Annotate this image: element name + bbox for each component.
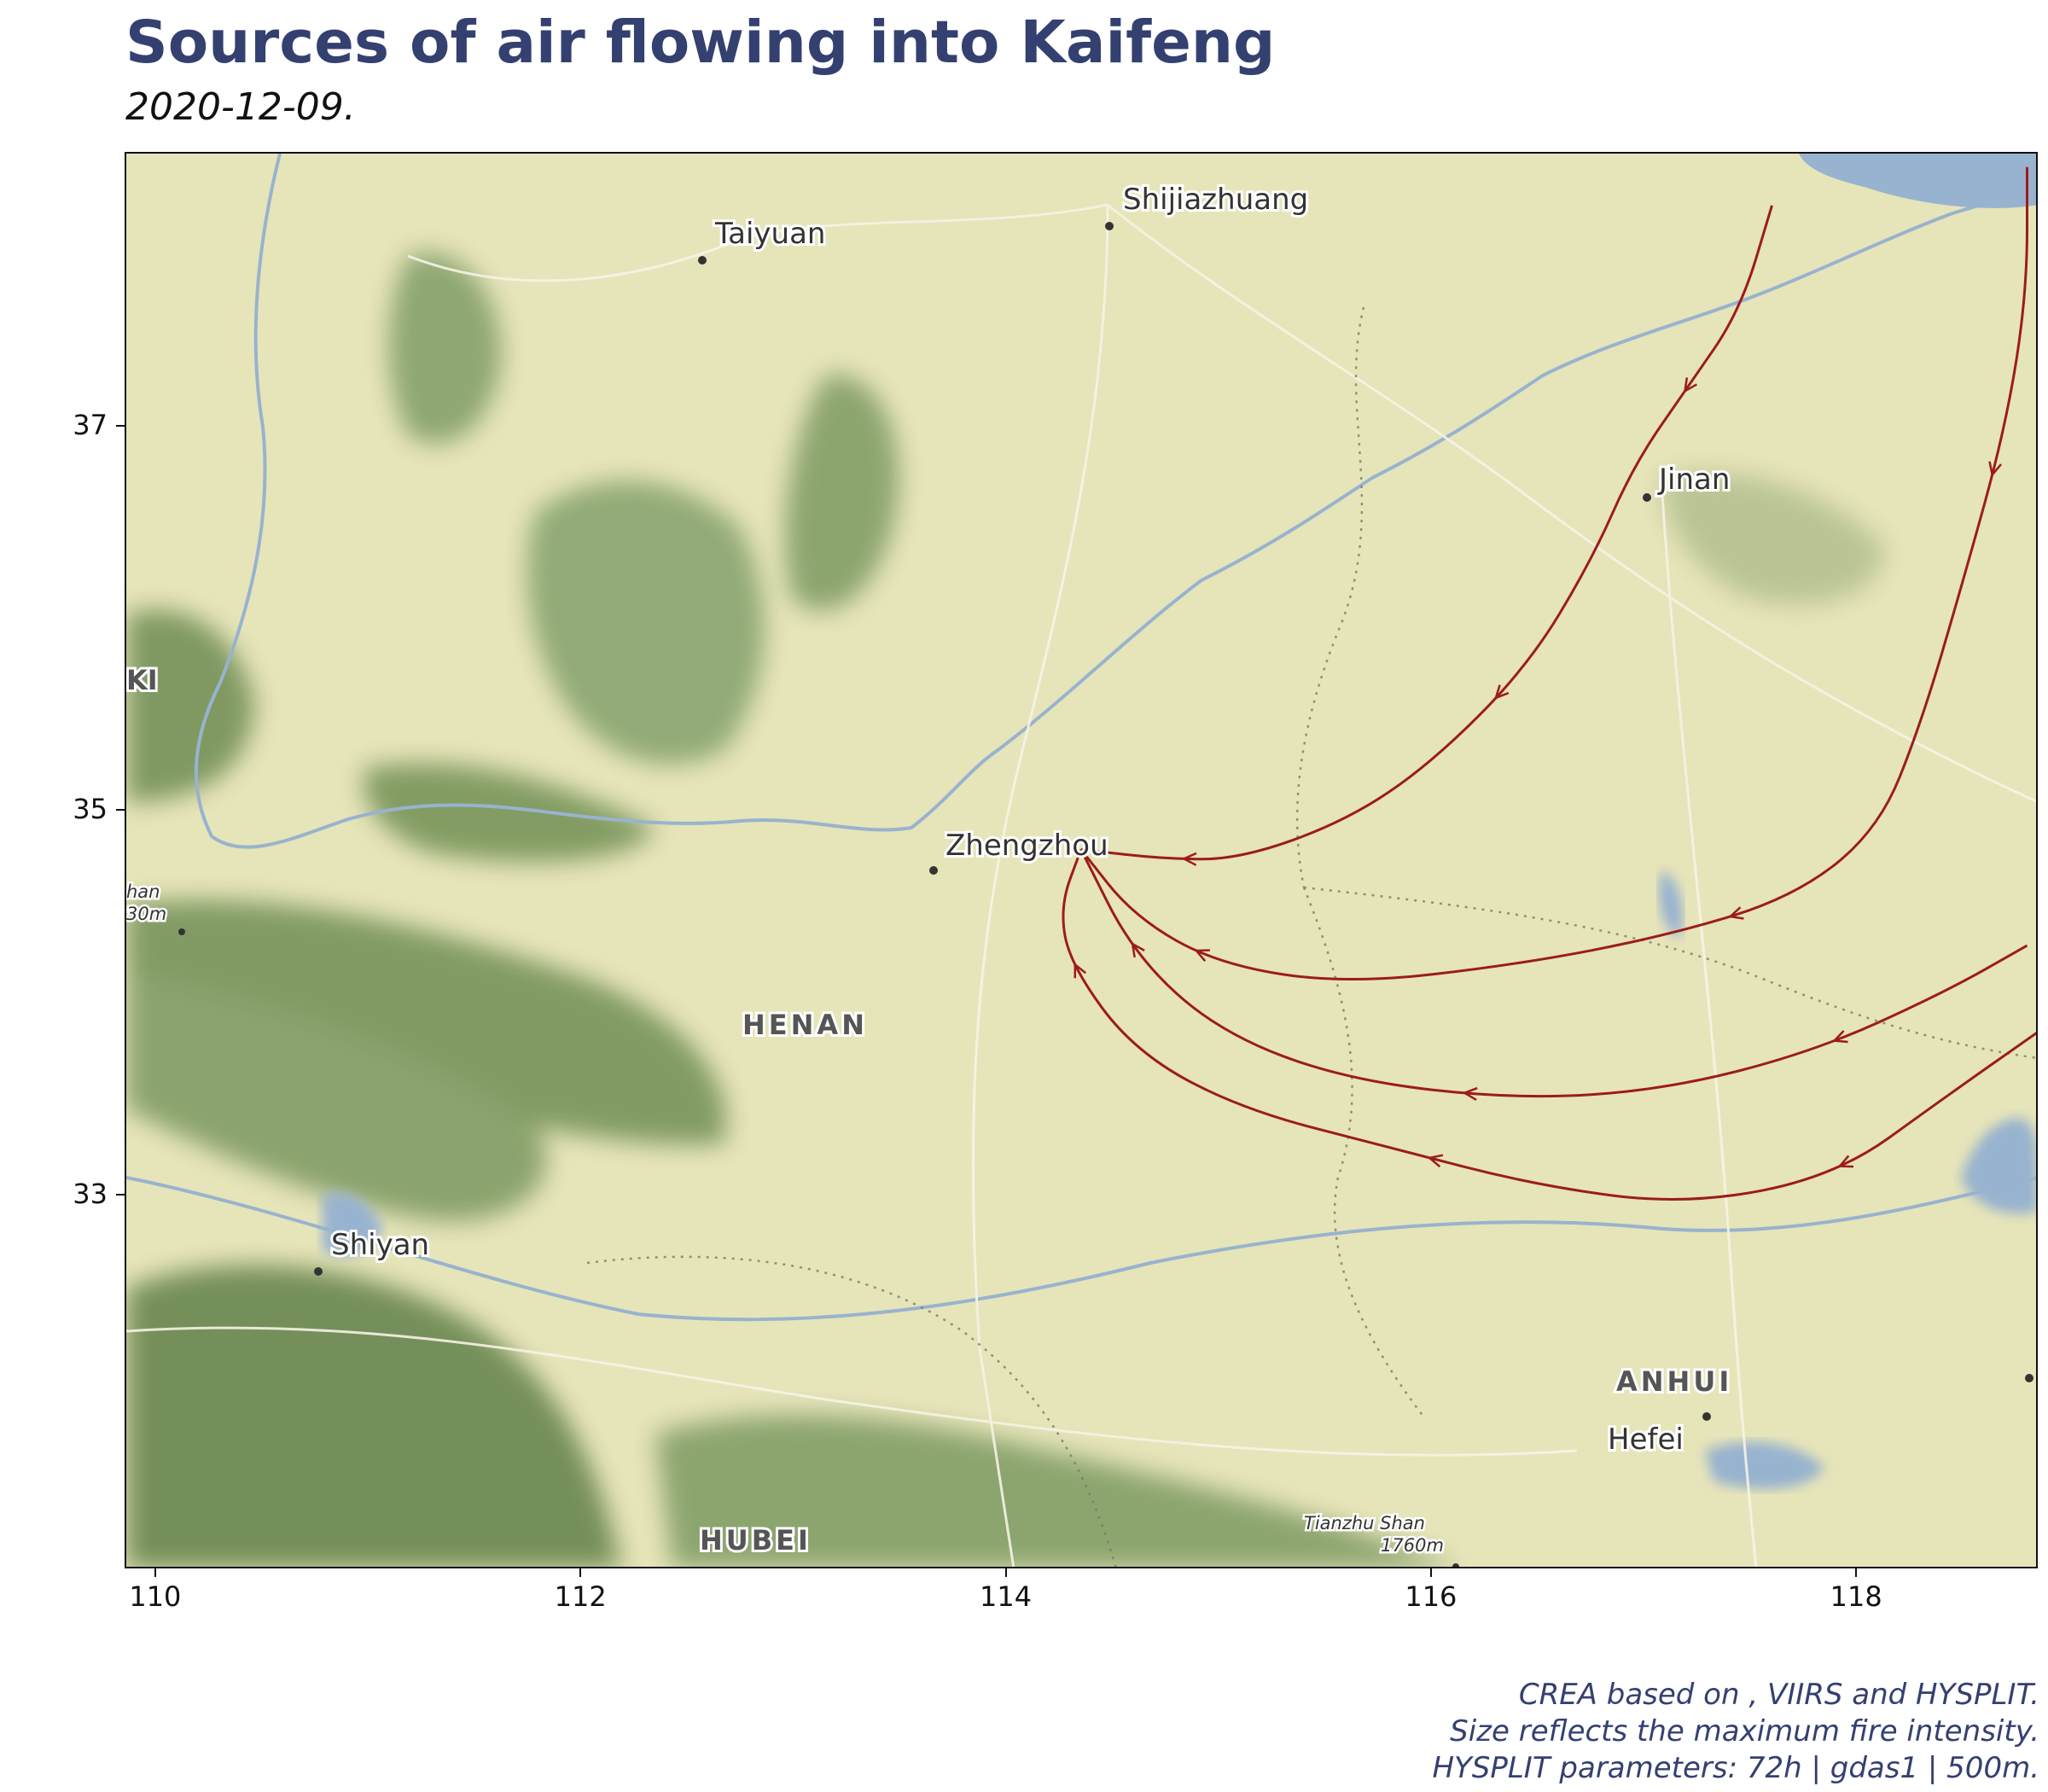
huai-river xyxy=(126,1176,2036,1322)
peak-label-elevation: 1760m xyxy=(1381,1535,1444,1556)
y-tick-label: 33 xyxy=(73,1177,108,1210)
trajectory-line-3 xyxy=(1079,848,2028,1098)
road-c xyxy=(1107,203,2036,803)
road-a xyxy=(971,204,1109,1567)
forest-west xyxy=(126,609,254,802)
city-label-jinan: Jinan xyxy=(1657,463,1730,497)
y-tick-mark xyxy=(116,809,125,812)
city-label-zhengzhou: Zhengzhou xyxy=(945,829,1108,863)
forest-shandong xyxy=(1662,473,1884,604)
trajectory-arrow-2-1 xyxy=(1988,461,2002,478)
yellow-river xyxy=(194,154,2036,849)
peak-label-name: Tianzhu Shan xyxy=(1304,1513,1425,1533)
x-tick-label: 114 xyxy=(979,1580,1033,1613)
x-tick-label: 110 xyxy=(129,1580,182,1613)
x-tick-mark xyxy=(1004,1568,1007,1577)
forest-funiu xyxy=(126,973,547,1222)
forest-qinling xyxy=(126,899,727,1145)
caption-line-3: HYSPLIT parameters: 72h | gdas1 | 500m. xyxy=(1432,1751,2039,1785)
edge-label-ki: KI xyxy=(126,664,158,696)
city-dot-taiyuan xyxy=(698,256,707,265)
water-layer xyxy=(323,154,2036,1489)
roads xyxy=(126,203,2036,1567)
nansi-lake xyxy=(1659,870,1683,939)
x-tick-mark xyxy=(579,1568,582,1577)
border-henan-hubei xyxy=(586,1255,1117,1567)
trajectory-arrow-3-2 xyxy=(1462,1086,1478,1101)
city-dot-jinan xyxy=(1643,493,1651,502)
province-borders xyxy=(586,306,2036,1567)
map-labels: Shijiazhuang Taiyuan Jinan Zhengzhou Shi… xyxy=(126,180,2033,1567)
bohai-sea xyxy=(1799,154,2036,208)
y-tick-mark xyxy=(116,424,125,427)
city-label-shiyan: Shiyan xyxy=(331,1228,429,1262)
city-dot-zhengzhou xyxy=(929,866,938,875)
city-label-taiyuan: Taiyuan xyxy=(714,217,825,251)
forest-zhongtiao xyxy=(364,763,655,862)
chart-title: Sources of air flowing into Kaifeng xyxy=(125,9,1276,77)
forest-taihang-east xyxy=(785,375,899,611)
city-dot-shiyan xyxy=(314,1267,323,1276)
edge-label-han: han xyxy=(126,881,160,902)
chaohu-lake xyxy=(1705,1441,1824,1489)
caption: CREA based on , VIIRS and HYSPLIT. Size … xyxy=(1432,1677,2039,1787)
peak-marker xyxy=(1452,1563,1459,1567)
y-tick-label: 35 xyxy=(73,793,108,826)
trajectory-arrow-1-1 xyxy=(1683,377,1698,393)
x-tick-mark xyxy=(1429,1568,1432,1577)
trajectory-arrow-2-2 xyxy=(1727,906,1744,920)
region-label-hubei: HUBEI xyxy=(700,1524,812,1556)
trajectory-arrow-1-3 xyxy=(1181,852,1197,866)
trajectory-arrow-4-3 xyxy=(1073,962,1087,979)
forest-taihang xyxy=(527,480,765,765)
chart-subtitle: 2020-12-09. xyxy=(125,85,356,129)
trajectory-line-2 xyxy=(1079,166,2028,981)
x-tick-label: 112 xyxy=(554,1580,607,1613)
trajectory-arrow-4-2 xyxy=(1427,1154,1444,1168)
edge-city-dot xyxy=(2025,1374,2033,1382)
basemap: Shijiazhuang Taiyuan Jinan Zhengzhou Shi… xyxy=(126,154,2036,1567)
trajectory-arrow-3-1 xyxy=(1831,1030,1848,1044)
city-dot-hefei xyxy=(1702,1412,1711,1421)
road-d xyxy=(126,1326,1578,1457)
caption-line-1: CREA based on , VIIRS and HYSPLIT. xyxy=(1518,1678,2039,1712)
forest-southwest xyxy=(126,1265,621,1567)
hongze-lake xyxy=(1961,1118,2036,1214)
map-panel[interactable]: Shijiazhuang Taiyuan Jinan Zhengzhou Shi… xyxy=(125,152,2038,1568)
city-dot-shijiazhuang xyxy=(1105,222,1114,230)
x-tick-label: 118 xyxy=(1830,1580,1882,1613)
city-label-hefei: Hefei xyxy=(1608,1423,1684,1457)
region-label-henan: HENAN xyxy=(742,1009,868,1041)
trajectories xyxy=(1062,166,2036,1201)
x-tick-label: 116 xyxy=(1405,1580,1457,1613)
trajectory-arrow-1-2 xyxy=(1493,684,1510,701)
trajectory-arrow-3-3 xyxy=(1131,941,1145,958)
forest-dabie xyxy=(655,1415,1454,1567)
terrain-layer xyxy=(126,253,1884,1567)
city-label-shijiazhuang: Shijiazhuang xyxy=(1123,183,1308,217)
x-tick-mark xyxy=(154,1568,156,1577)
road-e xyxy=(1661,494,1758,1567)
y-tick-label: 37 xyxy=(73,408,108,441)
y-tick-mark xyxy=(116,1193,125,1196)
edge-peak-marker xyxy=(178,928,185,935)
region-label-anhui: ANHUI xyxy=(1616,1365,1732,1398)
x-tick-mark xyxy=(1855,1568,1858,1577)
rivers xyxy=(126,154,2036,1322)
trajectory-arrow-4-1 xyxy=(1837,1155,1854,1168)
trajectory-line-4 xyxy=(1062,848,2036,1201)
forest-lüliang xyxy=(388,253,502,444)
trajectory-line-1 xyxy=(1080,205,1773,861)
road-b xyxy=(407,203,1108,282)
caption-line-2: Size reflects the maximum fire intensity… xyxy=(1450,1714,2039,1748)
edge-label-30m: 30m xyxy=(126,904,166,924)
trajectory-arrow-2-3 xyxy=(1194,949,1210,963)
